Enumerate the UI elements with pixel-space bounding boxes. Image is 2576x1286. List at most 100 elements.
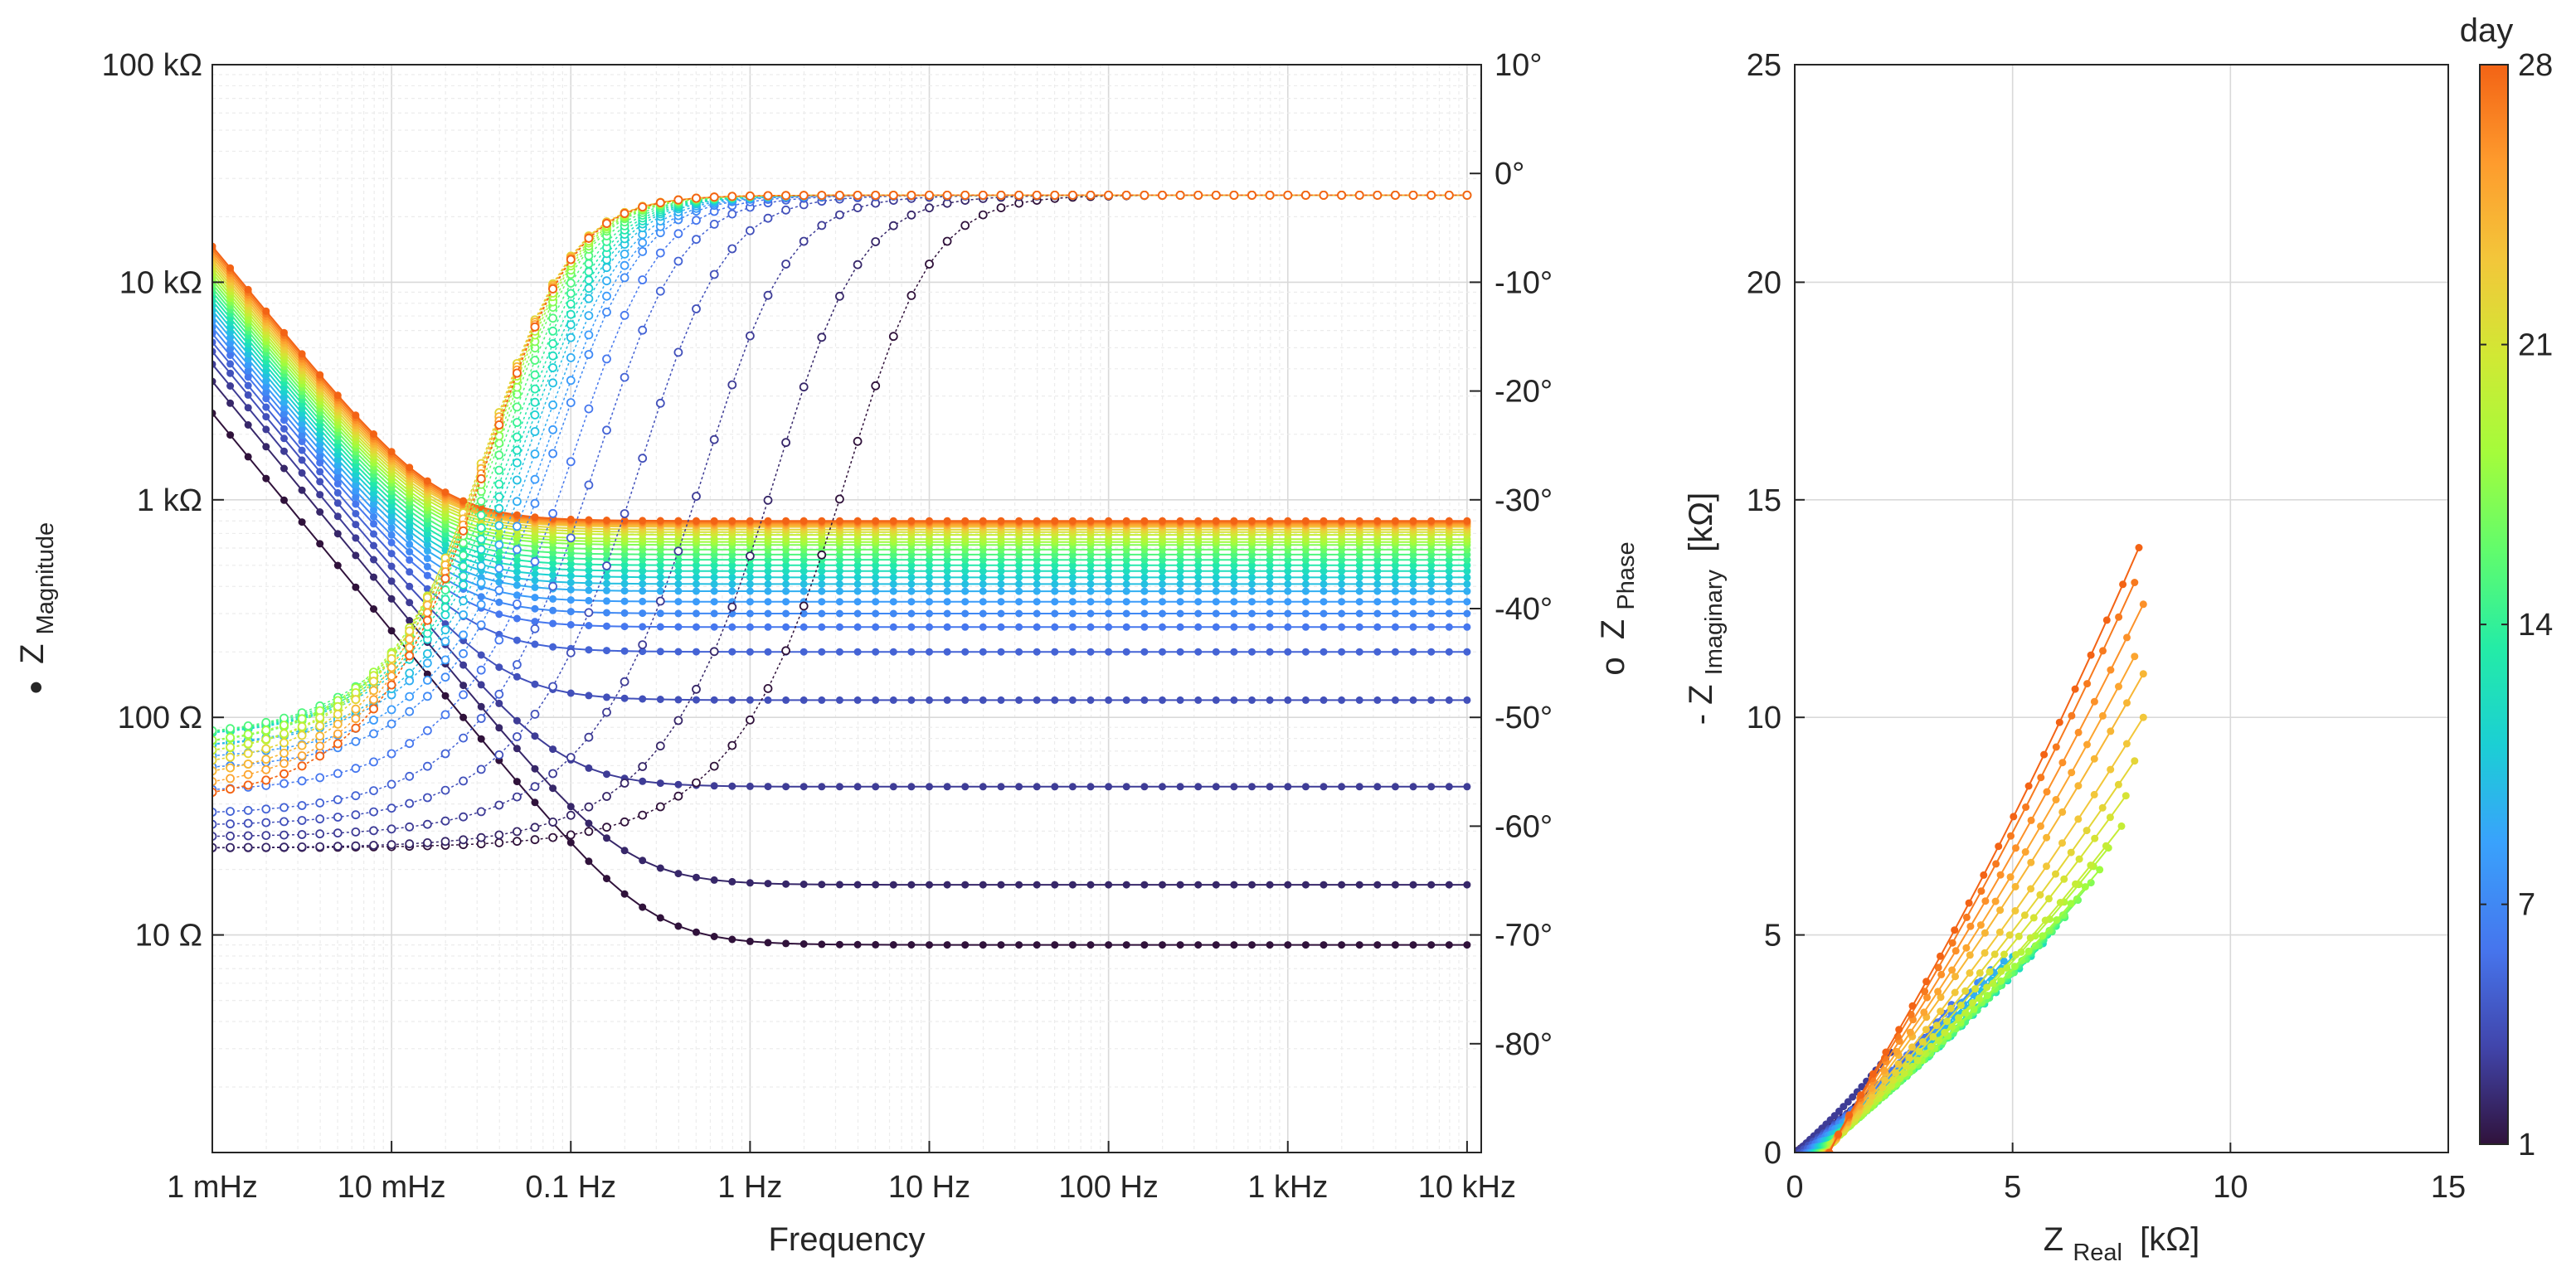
magnitude-point — [1086, 941, 1095, 949]
magnitude-point — [1463, 556, 1471, 564]
magnitude-point — [333, 488, 342, 497]
phase-point — [476, 832, 486, 842]
magnitude-point — [907, 881, 916, 889]
phase-point — [513, 792, 522, 802]
phase-point — [513, 827, 522, 837]
nyquist-point — [2006, 873, 2015, 881]
magnitude-point — [943, 623, 951, 631]
magnitude-point — [1122, 783, 1130, 791]
magnitude-point — [979, 517, 987, 525]
magnitude-point — [1015, 573, 1023, 581]
magnitude-point — [620, 623, 629, 631]
phase-point — [494, 689, 504, 699]
magnitude-point — [262, 395, 270, 403]
magnitude-point — [728, 573, 736, 581]
magnitude-point — [1068, 598, 1077, 606]
phase-point — [513, 445, 522, 455]
magnitude-point — [244, 373, 252, 381]
nyquist-point — [1966, 922, 1975, 930]
magnitude-point — [907, 517, 916, 525]
magnitude-point — [262, 388, 270, 396]
nyquist-point — [1882, 1048, 1890, 1056]
magnitude-point — [1086, 517, 1095, 525]
magnitude-point — [459, 713, 468, 721]
magnitude-point — [782, 880, 790, 888]
magnitude-point — [907, 609, 916, 618]
magnitude-point — [1266, 598, 1274, 606]
magnitude-point — [1015, 783, 1023, 791]
nyquist-point — [1947, 1004, 1955, 1012]
magnitude-point — [853, 783, 862, 791]
magnitude-point — [1015, 609, 1023, 618]
nyquist-point — [2021, 848, 2029, 856]
magnitude-point — [1248, 609, 1256, 618]
magnitude-point — [764, 609, 772, 618]
magnitude-point — [674, 922, 683, 930]
magnitude-point — [1176, 517, 1184, 525]
magnitude-point — [1355, 941, 1363, 949]
magnitude-point — [620, 580, 629, 588]
magnitude-point — [1445, 609, 1453, 618]
magnitude-point — [531, 576, 539, 585]
magnitude-point — [782, 556, 790, 564]
magnitude-point — [710, 517, 718, 525]
nyquist-point — [1976, 921, 1985, 929]
magnitude-point — [370, 530, 377, 538]
magnitude-point — [1409, 783, 1417, 791]
magnitude-point — [1248, 573, 1256, 581]
magnitude-point — [585, 555, 593, 563]
magnitude-point — [943, 556, 951, 564]
magnitude-point — [907, 783, 916, 791]
magnitude-point — [907, 561, 916, 570]
nyquist-point — [1908, 1043, 1916, 1051]
magnitude-point — [764, 556, 772, 564]
phase-point — [297, 730, 307, 740]
magnitude-point — [1140, 941, 1149, 949]
magnitude-point — [549, 619, 557, 628]
phase-point — [459, 690, 468, 700]
phase-point — [315, 814, 325, 824]
phase-point — [386, 680, 396, 690]
magnitude-point — [1266, 881, 1274, 889]
magnitude-point — [728, 623, 736, 631]
magnitude-point — [1194, 881, 1203, 889]
nyquist-point — [1934, 988, 1942, 996]
phase-point — [476, 599, 486, 609]
phase-point — [261, 831, 271, 840]
bode-y-right-tick-label: -40° — [1495, 592, 1553, 627]
phase-point — [459, 776, 468, 786]
phase-point — [1121, 190, 1131, 200]
nyquist-point — [1983, 983, 1991, 992]
magnitude-point — [298, 350, 306, 358]
magnitude-point — [674, 517, 683, 525]
phase-point — [405, 692, 415, 701]
phase-point — [494, 635, 504, 645]
nyquist-point — [2029, 914, 2038, 922]
nyquist-point — [1835, 1130, 1843, 1138]
magnitude-point — [818, 881, 826, 889]
magnitude-point — [1122, 567, 1130, 575]
phase-point — [226, 774, 236, 784]
phase-point — [1444, 190, 1454, 200]
phase-point — [548, 769, 557, 779]
magnitude-point — [603, 609, 610, 617]
phase-point — [440, 837, 450, 847]
magnitude-point — [1212, 609, 1220, 618]
magnitude-point — [495, 571, 503, 580]
magnitude-point — [782, 517, 790, 525]
magnitude-point — [1015, 696, 1023, 704]
magnitude-point — [889, 623, 897, 631]
phase-point — [692, 216, 701, 226]
magnitude-point — [926, 941, 933, 949]
magnitude-point — [943, 567, 951, 575]
phase-point — [548, 363, 557, 372]
magnitude-point — [585, 572, 593, 580]
phase-point — [566, 278, 576, 288]
magnitude-point — [1122, 580, 1130, 588]
phase-point — [351, 841, 361, 851]
magnitude-point — [1140, 609, 1149, 618]
nyquist-point — [2012, 844, 2019, 852]
magnitude-point — [1427, 587, 1436, 595]
magnitude-point — [316, 459, 324, 467]
